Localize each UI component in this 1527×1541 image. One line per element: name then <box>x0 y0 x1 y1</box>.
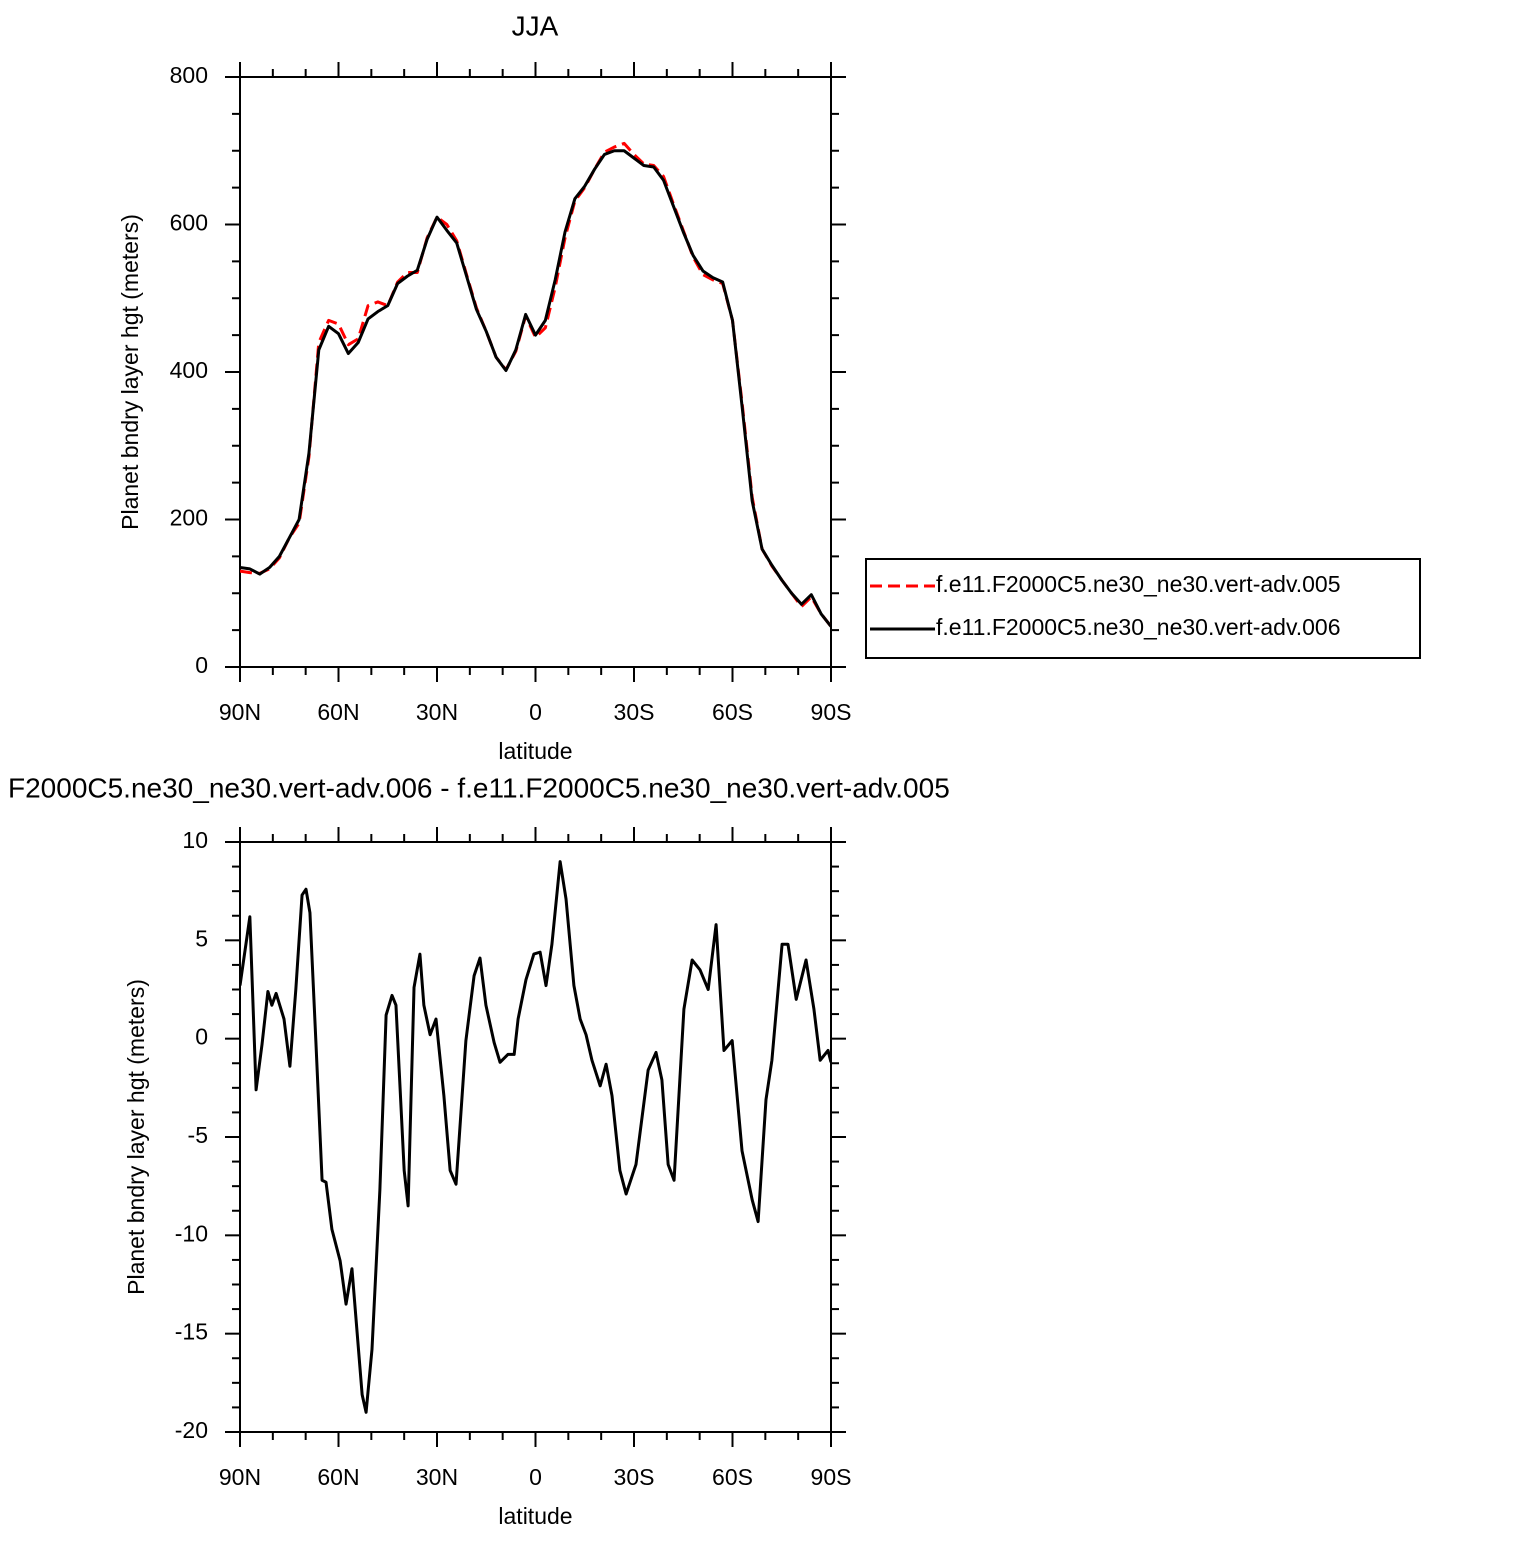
x-axis-label: latitude <box>498 738 572 764</box>
y-tick-label: 600 <box>170 210 208 236</box>
chart-title: JJA <box>512 10 559 41</box>
chart-title: F2000C5.ne30_ne30.vert-adv.006 - f.e11.F… <box>8 772 950 803</box>
plot-frame <box>239 841 832 1433</box>
x-tick-label: 30S <box>614 699 655 725</box>
y-tick-label: 800 <box>170 62 208 88</box>
y-tick-label: -20 <box>175 1417 208 1443</box>
y-tick-label: 200 <box>170 505 208 531</box>
x-tick-label: 60N <box>317 1464 359 1490</box>
plot: JJA Planet bndry layer hgt (meters) latitu… <box>117 10 1421 764</box>
x-tick-label: 90S <box>811 699 852 725</box>
x-tick-label: 30S <box>614 1464 655 1490</box>
y-tick-label: -15 <box>175 1319 208 1345</box>
x-tick-label: 30N <box>416 1464 458 1490</box>
legend-label: f.e11.F2000C5.ne30_ne30.vert-adv.005 <box>936 571 1341 597</box>
y-tick-label: -10 <box>175 1220 208 1246</box>
y-tick-label: 5 <box>195 925 208 951</box>
y-tick-label: 10 <box>182 827 208 853</box>
y-axis-label: Planet bndry layer hgt (meters) <box>123 979 149 1295</box>
series-line <box>240 860 831 1414</box>
x-tick-label: 30N <box>416 699 458 725</box>
x-tick-label: 60S <box>712 1464 753 1490</box>
x-tick-label: 0 <box>529 1464 542 1490</box>
x-axis-label: latitude <box>498 1503 572 1529</box>
x-tick-label: 0 <box>529 699 542 725</box>
x-tick-label: 90N <box>219 699 261 725</box>
y-tick-label: 0 <box>195 652 208 678</box>
series-line <box>240 141 831 628</box>
x-tick-label: 90N <box>219 1464 261 1490</box>
legend-label: f.e11.F2000C5.ne30_ne30.vert-adv.006 <box>936 614 1341 640</box>
y-axis-label: Planet bndry layer hgt (meters) <box>117 214 143 530</box>
y-tick-label: 0 <box>195 1024 208 1050</box>
x-tick-label: 90S <box>811 1464 852 1490</box>
x-tick-label: 60S <box>712 699 753 725</box>
x-tick-label: 60N <box>317 699 359 725</box>
legend-box <box>865 558 1421 659</box>
series-line <box>240 149 831 628</box>
plot: F2000C5.ne30_ne30.vert-adv.006 - f.e11.F… <box>8 772 950 1529</box>
plot-frame <box>239 76 832 668</box>
y-tick-label: 400 <box>170 357 208 383</box>
y-tick-label: -5 <box>188 1122 208 1148</box>
